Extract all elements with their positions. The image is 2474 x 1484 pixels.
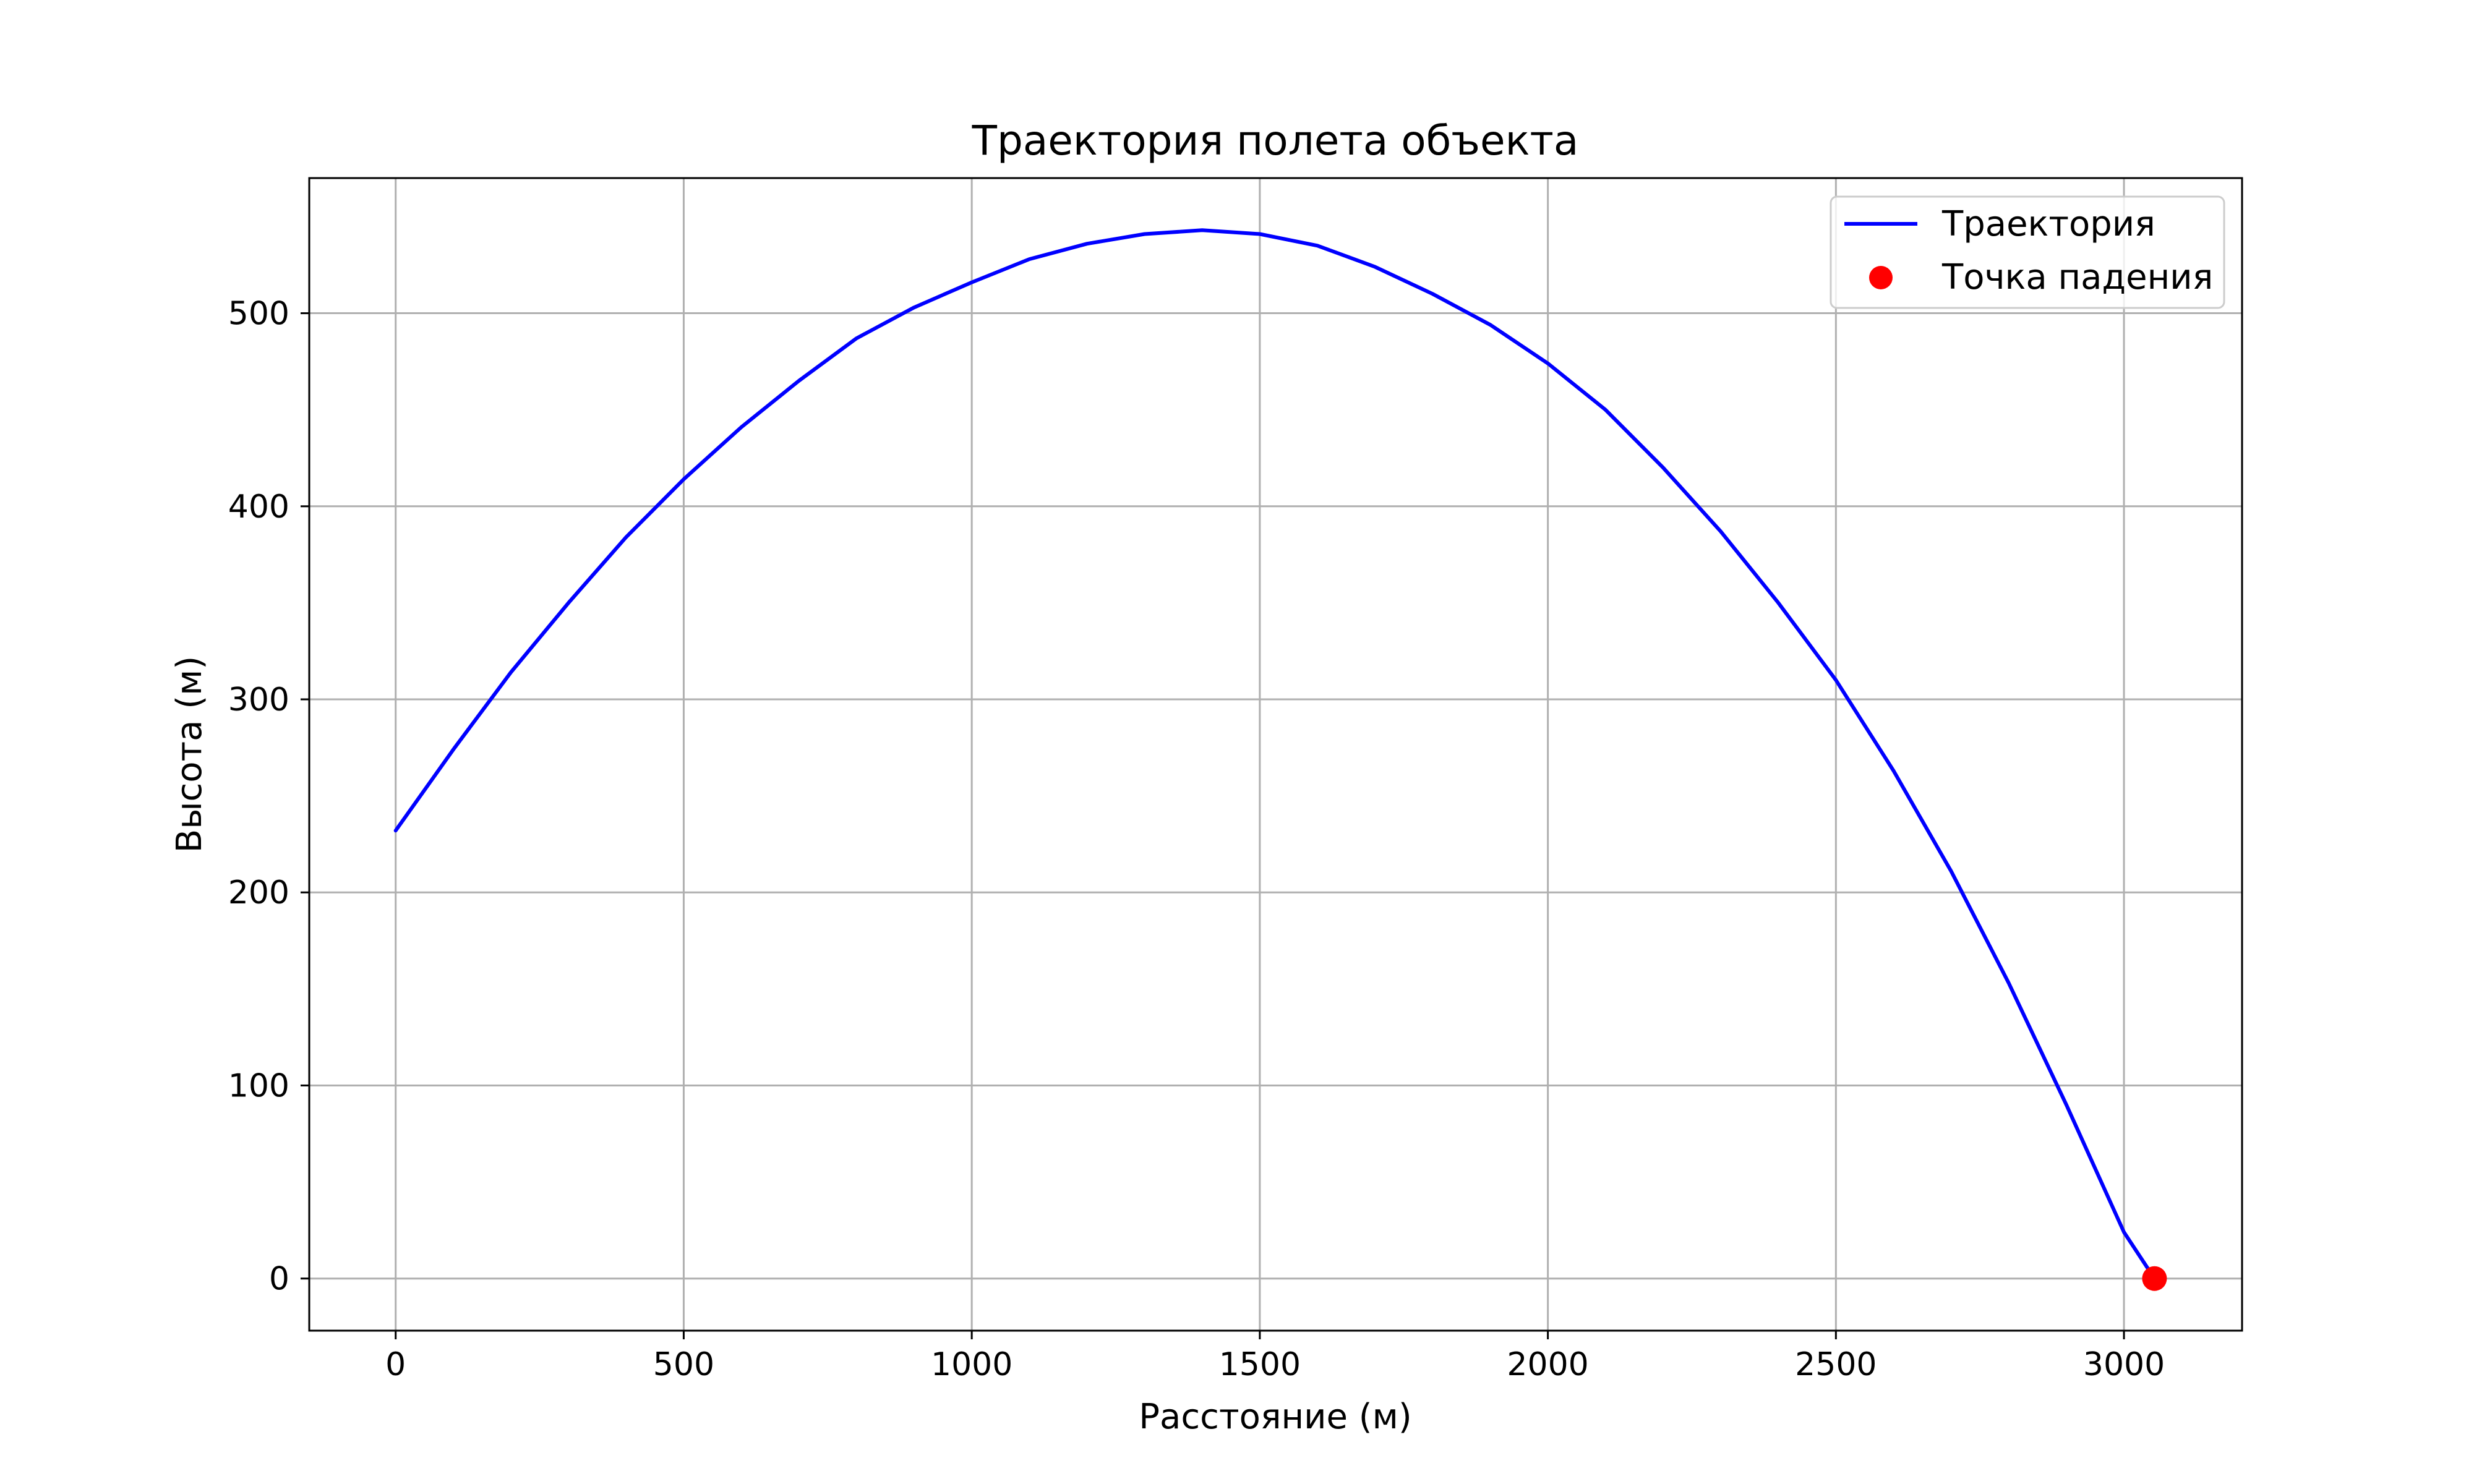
x-tick-label: 500	[653, 1346, 714, 1383]
plot-area	[393, 228, 2167, 1291]
x-tick-label: 1000	[931, 1346, 1012, 1383]
axes-frame	[308, 177, 2243, 1332]
x-tick-label: 1500	[1219, 1346, 1301, 1383]
legend-marker-swatch	[1869, 266, 1893, 289]
y-tick-label: 0	[269, 1261, 289, 1298]
ticks: 0 500 1000 1500 2000 2500 3000 0 100 200 300 400 500	[228, 296, 2165, 1383]
y-axis-title: Высота (м)	[169, 656, 210, 853]
y-tick-label: 500	[228, 296, 289, 333]
grid	[309, 178, 2242, 1331]
x-tick-label: 3000	[2083, 1346, 2165, 1383]
x-tick-label: 0	[385, 1346, 406, 1383]
y-tick-label: 400	[228, 488, 289, 526]
trajectory-line	[393, 228, 2157, 1281]
impact-point-marker	[2142, 1266, 2167, 1291]
legend-frame	[1830, 195, 2225, 309]
x-tick-label: 2000	[1507, 1346, 1588, 1383]
legend: Траектория Точка падения	[1830, 195, 2225, 309]
legend-label-trajectory: Траектория	[1941, 204, 2155, 244]
x-axis-title: Расстояние (м)	[1139, 1397, 1411, 1437]
y-tick-label: 300	[228, 681, 289, 719]
legend-label-impact-point: Точка падения	[1941, 257, 2213, 297]
y-tick-label: 200	[228, 874, 289, 911]
y-tick-label: 100	[228, 1067, 289, 1104]
x-tick-label: 2500	[1795, 1346, 1877, 1383]
chart-title: Траектория полета объекта	[972, 117, 1579, 164]
